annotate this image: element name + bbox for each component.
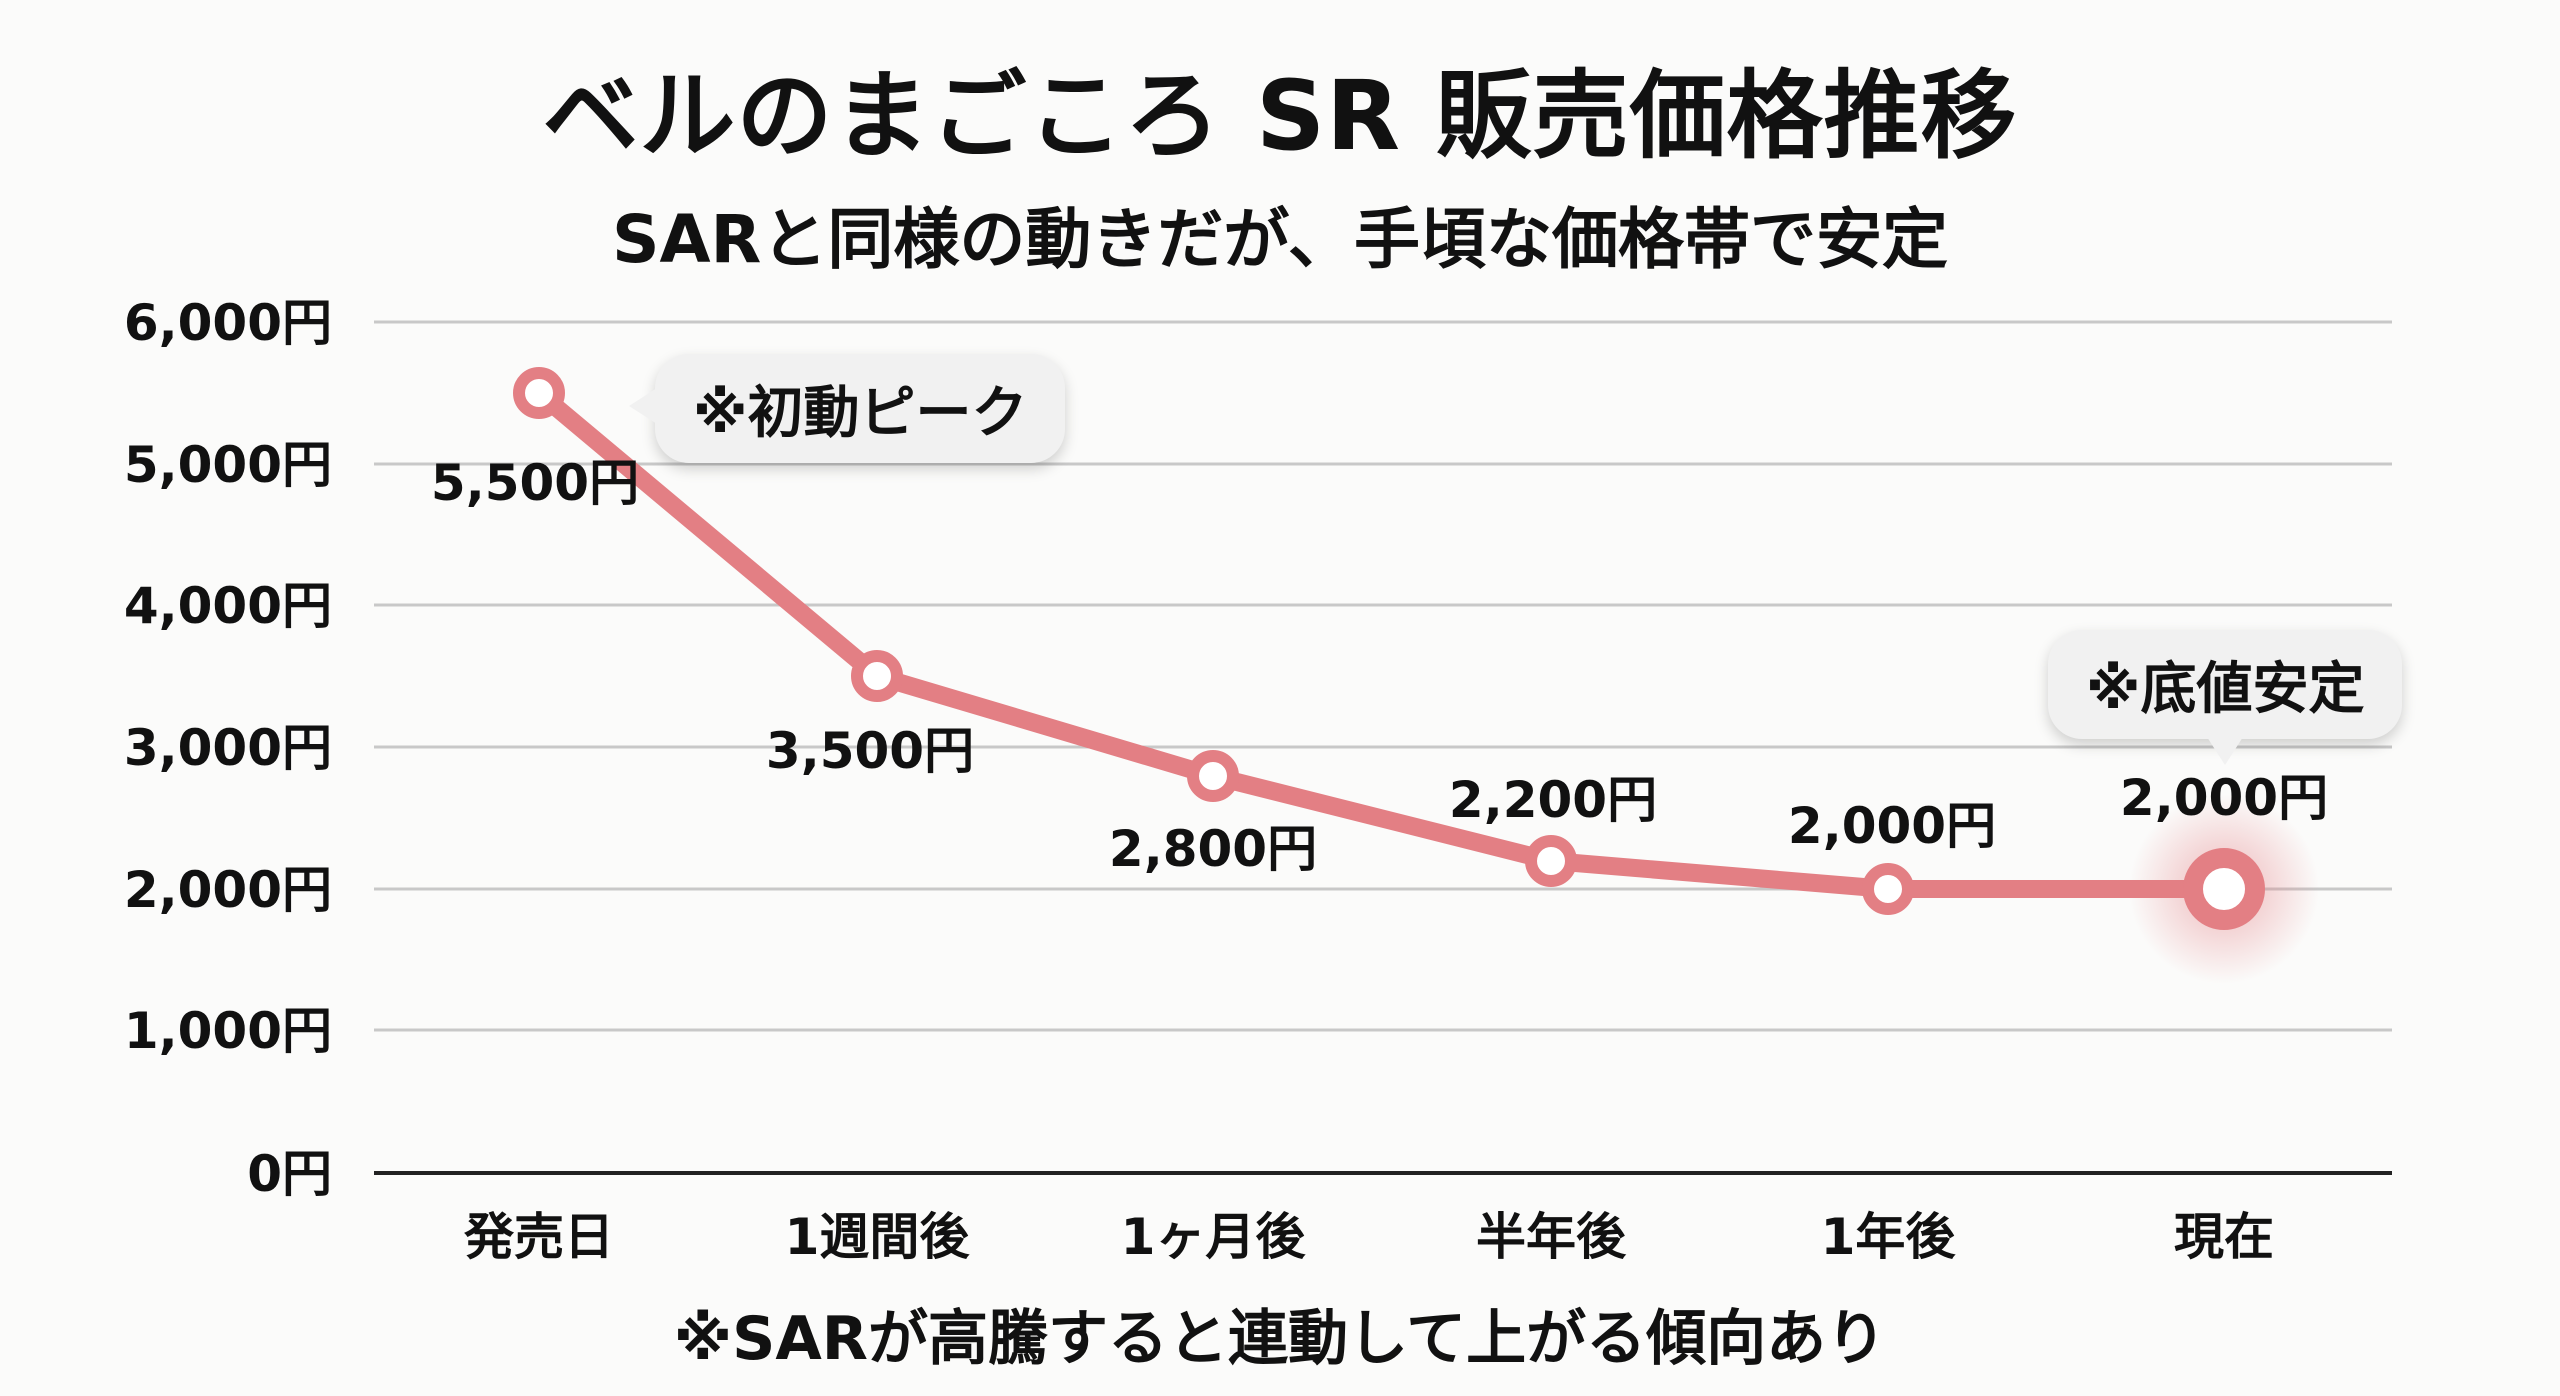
footnote: ※SARが高騰すると連動して上がる傾向あり [673,1304,1887,1374]
data-points [513,367,2265,930]
x-axis: 発売日 1週間後 1ヶ月後 半年後 1年後 現在 [464,1208,2274,1266]
x-tick-label: 半年後 [1476,1208,1627,1266]
callout-tail [629,388,657,424]
peak-callout-text: ※初動ピーク [693,381,1028,446]
x-tick-label: 1年後 [1821,1208,1957,1266]
x-tick-label: 発売日 [464,1208,614,1266]
x-tick-label: 現在 [2174,1208,2274,1266]
data-labels: 5,500円 3,500円 2,800円 2,200円 2,000円 2,000… [431,454,2328,878]
y-tick-label: 5,000円 [124,436,332,494]
data-point-marker [1525,835,1577,887]
data-label: 2,800円 [1109,820,1317,878]
data-label: 5,500円 [431,454,639,512]
data-label: 2,000円 [1788,797,1996,855]
floor-callout-text: ※底値安定 [2086,657,2365,722]
data-label: 2,200円 [1449,771,1657,829]
data-point-marker [1862,863,1914,915]
y-tick-label: 2,000円 [124,861,332,919]
y-tick-label: 0円 [247,1145,332,1203]
peak-callout: ※初動ピーク [629,354,1066,463]
gridlines [374,320,2392,1175]
chart-subtitle: SARと同様の動きだが、手頃な価格帯で安定 [611,201,1949,278]
x-tick-label: 1週間後 [785,1208,971,1266]
data-point-marker [513,367,565,419]
callout-tail [2207,737,2244,765]
y-tick-label: 4,000円 [124,577,332,635]
data-label: 3,500円 [766,722,974,780]
y-tick-label: 1,000円 [124,1002,332,1060]
chart-title: ベルのまごころ SR 販売価格推移 [542,60,2018,172]
y-axis: 6,000円 5,000円 4,000円 3,000円 2,000円 1,000… [124,294,332,1203]
y-tick-label: 3,000円 [124,719,332,777]
data-label: 2,000円 [2120,769,2328,827]
x-tick-label: 1ヶ月後 [1121,1208,1307,1266]
data-point-marker [851,650,903,702]
y-tick-label: 6,000円 [124,294,332,352]
floor-callout: ※底値安定 [2048,630,2403,765]
price-series-line [530,384,2233,898]
current-point-marker [2183,848,2265,930]
data-point-marker [1187,750,1239,802]
